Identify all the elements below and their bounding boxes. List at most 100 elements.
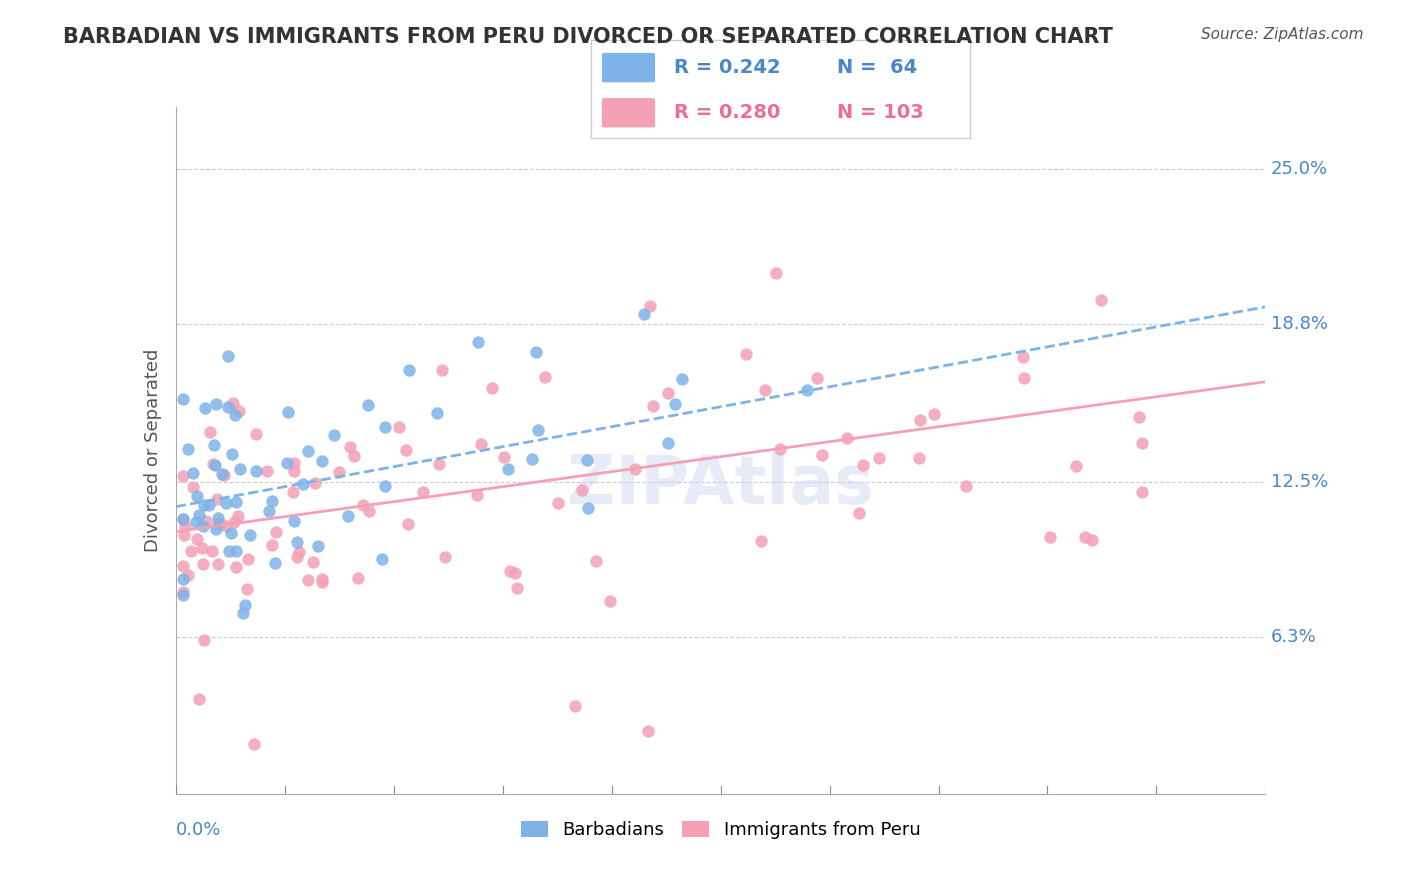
Point [388, 420, 411, 434]
Point [347, 571, 370, 585]
Point [194, 514, 217, 528]
Point [283, 456, 305, 470]
Point [337, 508, 360, 523]
Point [796, 383, 818, 397]
Point [499, 564, 522, 578]
Point [374, 479, 396, 493]
Point [311, 454, 333, 468]
Point [481, 381, 503, 395]
Text: Source: ZipAtlas.com: Source: ZipAtlas.com [1201, 27, 1364, 42]
Point [357, 399, 380, 413]
Point [292, 477, 315, 491]
Point [221, 448, 243, 462]
Point [664, 397, 686, 411]
Point [571, 483, 593, 497]
Point [245, 427, 267, 442]
Point [194, 401, 217, 415]
Point [228, 404, 250, 418]
Point [852, 458, 875, 473]
Point [205, 522, 228, 536]
Point [547, 496, 569, 510]
Point [283, 514, 305, 528]
Point [734, 347, 756, 361]
Point [225, 495, 247, 509]
Point [357, 504, 380, 518]
Point [224, 515, 246, 529]
Legend: Barbadians, Immigrants from Peru: Barbadians, Immigrants from Peru [513, 814, 928, 847]
Point [908, 451, 931, 466]
Point [754, 383, 776, 397]
Point [396, 517, 419, 532]
Point [181, 481, 204, 495]
Point [207, 510, 229, 524]
Point [180, 544, 202, 558]
Point [172, 511, 194, 525]
Point [186, 532, 208, 546]
Point [172, 588, 194, 602]
Point [172, 468, 194, 483]
Text: 18.8%: 18.8% [1271, 316, 1327, 334]
Point [215, 496, 238, 510]
Point [374, 420, 396, 434]
Text: BARBADIAN VS IMMIGRANTS FROM PERU DIVORCED OR SEPARATED CORRELATION CHART: BARBADIAN VS IMMIGRANTS FROM PERU DIVORC… [63, 27, 1114, 46]
Point [576, 501, 599, 516]
Point [277, 404, 299, 418]
Point [585, 554, 607, 568]
Point [339, 441, 361, 455]
Point [174, 519, 197, 533]
FancyBboxPatch shape [602, 98, 655, 128]
Point [191, 541, 214, 555]
Point [506, 581, 529, 595]
Point [297, 444, 319, 458]
Point [283, 485, 305, 500]
Point [426, 406, 449, 420]
Point [599, 594, 621, 608]
Point [806, 370, 828, 384]
Point [235, 582, 257, 596]
Point [908, 412, 931, 426]
Point [1130, 436, 1153, 450]
Text: ZIPAtlas: ZIPAtlas [567, 452, 875, 517]
Point [470, 436, 492, 450]
Point [534, 369, 557, 384]
Point [955, 479, 977, 493]
Point [434, 549, 457, 564]
Point [224, 408, 246, 422]
Point [811, 448, 834, 462]
Point [575, 453, 598, 467]
Point [214, 518, 236, 533]
Point [186, 489, 208, 503]
Point [276, 456, 298, 470]
Point [430, 363, 453, 377]
Point [187, 691, 209, 706]
Point [328, 466, 350, 480]
Point [187, 508, 209, 522]
Point [177, 442, 200, 456]
Point [172, 511, 194, 525]
Point [371, 552, 394, 566]
Point [191, 557, 214, 571]
Point [218, 544, 240, 558]
Point [398, 363, 420, 377]
Text: 12.5%: 12.5% [1271, 473, 1329, 491]
Point [1012, 371, 1035, 385]
Point [395, 443, 418, 458]
Text: N =  64: N = 64 [837, 58, 918, 77]
Point [633, 307, 655, 321]
Point [184, 515, 207, 529]
Point [492, 450, 515, 465]
Point [922, 407, 945, 421]
Point [311, 575, 333, 590]
Point [202, 438, 225, 452]
Point [1064, 459, 1087, 474]
Point [285, 550, 308, 565]
Text: 25.0%: 25.0% [1271, 161, 1329, 178]
Point [239, 528, 262, 542]
Point [302, 555, 325, 569]
Point [229, 462, 252, 476]
Point [236, 552, 259, 566]
Point [527, 424, 550, 438]
Point [193, 498, 215, 512]
Point [172, 558, 194, 573]
Point [257, 504, 280, 518]
